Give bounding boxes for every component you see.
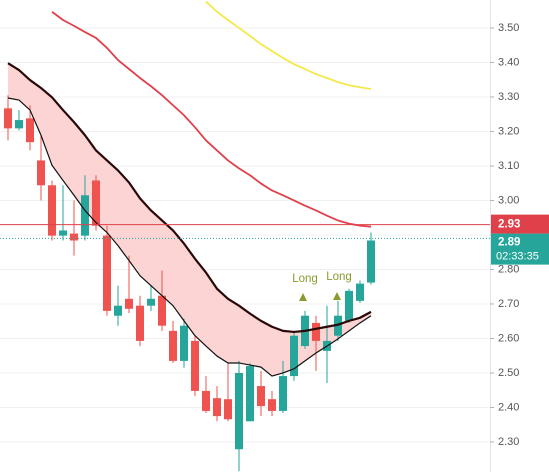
- candle-body: [257, 386, 265, 407]
- y-tick-label: 3.30: [498, 91, 519, 103]
- y-tick-label: 2.30: [498, 436, 519, 448]
- candle-body: [147, 298, 155, 306]
- candle-body: [202, 390, 210, 411]
- countdown-label: 02:33:35: [496, 251, 539, 263]
- candle-body: [246, 366, 254, 422]
- y-tick-label: 2.60: [498, 332, 519, 344]
- y-tick-label: 2.50: [498, 367, 519, 379]
- candle-body: [125, 298, 133, 309]
- candle-body: [169, 330, 177, 361]
- candle-body: [59, 230, 67, 236]
- candle-body: [235, 372, 243, 450]
- candle-body: [345, 290, 353, 321]
- annotation: Long: [326, 271, 352, 283]
- y-tick-label: 3.40: [498, 56, 519, 68]
- ma-price-label: 2.93: [498, 219, 520, 231]
- y-tick-label: 2.80: [498, 263, 519, 275]
- ma-line: [51, 11, 372, 228]
- last-price-badge: [491, 233, 549, 265]
- ma-price-badge: [491, 214, 549, 234]
- candle-body: [15, 120, 23, 129]
- ma-line: [205, 1, 372, 90]
- ma-line: [7, 97, 372, 377]
- grid: [0, 27, 490, 443]
- lines: [0, 1, 490, 377]
- price-axis: 2.302.402.502.602.702.802.903.003.103.20…: [490, 22, 519, 448]
- candle-body: [136, 305, 144, 341]
- candle-body: [180, 325, 188, 361]
- y-tick-label: 2.40: [498, 401, 519, 413]
- signal-marker: [333, 292, 341, 300]
- candle-body: [367, 240, 375, 283]
- candle-body: [70, 233, 78, 241]
- y-tick-label: 2.70: [498, 298, 519, 310]
- price-badges: 2.93 2.89 02:33:35: [491, 214, 549, 265]
- candle-body: [114, 305, 122, 316]
- band-fill: [8, 63, 371, 377]
- y-tick-label: 3.20: [498, 125, 519, 137]
- candle-body: [191, 340, 199, 391]
- signal-marker: [299, 293, 307, 301]
- candle-body: [312, 322, 320, 341]
- candle-body: [4, 108, 12, 129]
- candle-body: [37, 160, 45, 186]
- candles: [4, 95, 375, 472]
- candle-body: [213, 398, 221, 417]
- candle-body: [279, 376, 287, 411]
- candle-body: [290, 335, 298, 377]
- annotations: Long Long: [292, 271, 352, 301]
- annotation: Long: [292, 273, 318, 285]
- y-tick-label: 3.00: [498, 194, 519, 206]
- candle-body: [92, 180, 100, 226]
- last-price-label: 2.89: [498, 237, 520, 249]
- candle-body: [26, 118, 34, 143]
- band: [8, 63, 371, 377]
- ma-line: [7, 62, 372, 334]
- candle-body: [224, 399, 232, 420]
- y-tick-label: 3.10: [498, 160, 519, 172]
- candle-body: [268, 399, 276, 411]
- candle-body: [81, 195, 89, 236]
- candle-body: [158, 295, 166, 326]
- y-tick-label: 3.50: [498, 22, 519, 34]
- candle-body: [356, 283, 364, 301]
- candle-body: [103, 235, 111, 311]
- candle-body: [48, 185, 56, 236]
